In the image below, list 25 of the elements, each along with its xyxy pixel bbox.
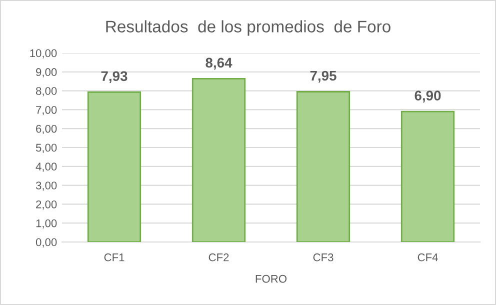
- y-tick-label: 6,00: [36, 124, 57, 134]
- data-label: 7,93: [101, 71, 128, 84]
- y-tick-label: 9,00: [36, 68, 57, 78]
- y-tick-label: 5,00: [36, 144, 57, 153]
- y-tick-label: 10,00: [30, 49, 57, 58]
- bar: [87, 91, 142, 242]
- chart-title: Resultados de los promedios de Foro: [106, 20, 390, 36]
- data-label: 8,64: [206, 58, 232, 70]
- data-label: 6,90: [414, 90, 441, 103]
- bar: [192, 78, 246, 242]
- y-tick-label: 1,00: [36, 219, 57, 229]
- y-tick-label: 2,00: [36, 200, 57, 210]
- x-tick-label: CF3: [313, 253, 334, 262]
- data-label: 7,95: [310, 70, 336, 83]
- y-tick-label: 8,00: [36, 87, 57, 96]
- y-tick-label: 4,00: [36, 162, 57, 172]
- y-tick-label: 0,00: [36, 238, 57, 248]
- bar: [296, 91, 350, 242]
- bar: [400, 110, 455, 242]
- x-tick-label: CF1: [104, 253, 124, 262]
- y-tick-label: 7,00: [36, 106, 57, 116]
- x-tick-label: CF2: [208, 253, 229, 262]
- x-axis-title: FORO: [256, 274, 287, 283]
- x-tick-label: CF4: [418, 253, 438, 262]
- y-tick-label: 3,00: [36, 182, 57, 191]
